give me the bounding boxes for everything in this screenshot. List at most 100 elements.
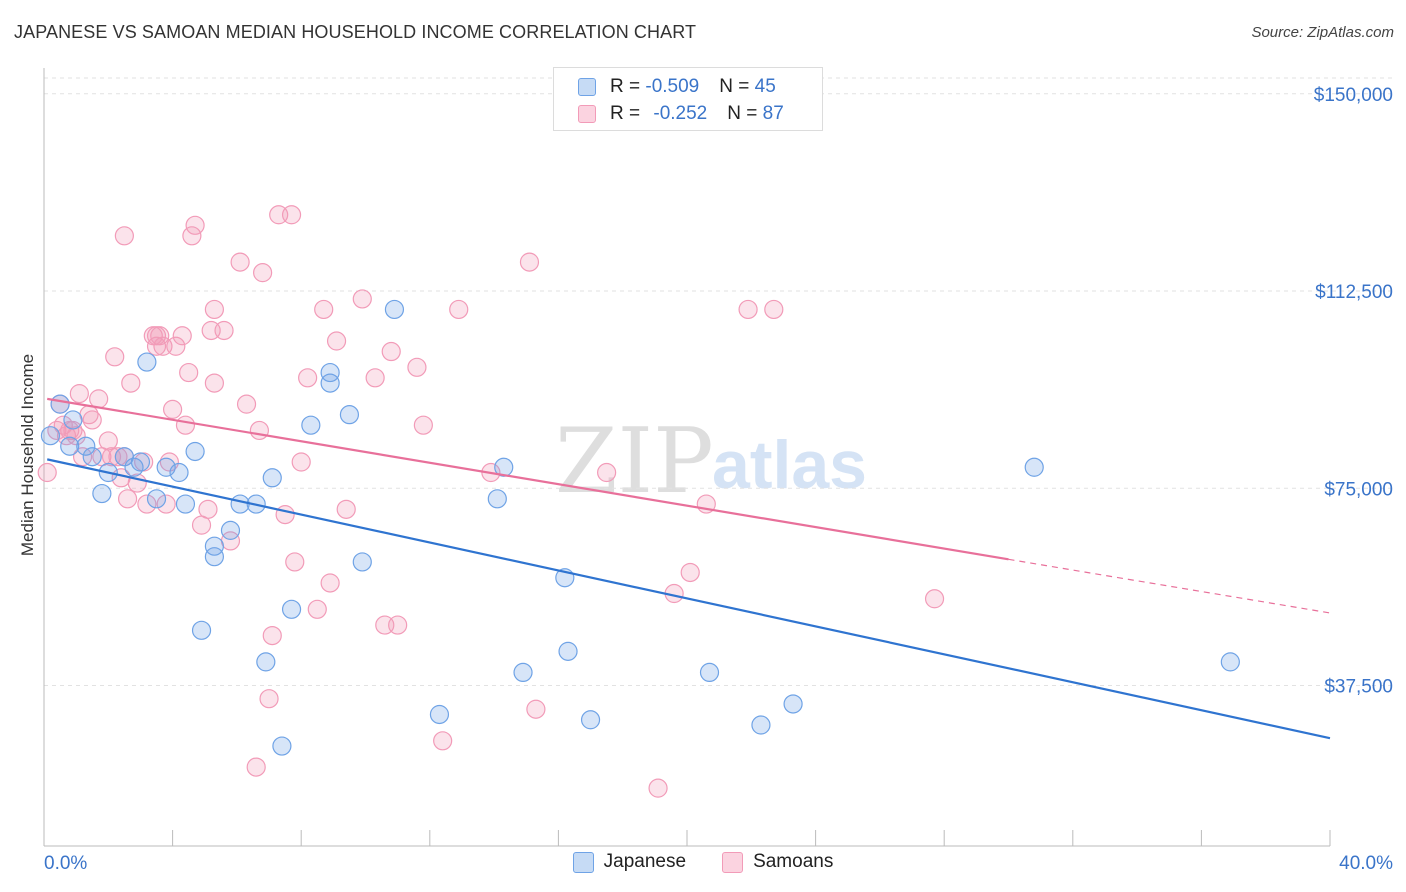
japanese-point — [175, 494, 196, 514]
japanese-point — [320, 373, 340, 393]
samoans-point — [204, 299, 224, 320]
japanese-point — [352, 552, 372, 572]
japanese-point — [63, 410, 83, 430]
samoans-point — [388, 615, 408, 635]
x-tick-label-max: 40.0% — [1339, 853, 1393, 874]
japanese-point — [204, 547, 224, 567]
japanese-point — [580, 710, 601, 730]
japanese-point — [130, 452, 151, 472]
samoans-point — [108, 447, 128, 467]
samoans-point — [253, 263, 273, 283]
samoans-trend-extension — [1008, 558, 1331, 614]
japanese-point — [256, 652, 276, 672]
samoans-point — [89, 389, 109, 409]
japanese-point — [220, 520, 241, 540]
legend-samoans-r-value: -0.252 — [653, 103, 708, 124]
samoans-point — [230, 252, 250, 272]
samoans-point — [519, 252, 540, 272]
correlation-legend: R = -0.509 N = 45 R = -0.252 N = 87 — [553, 67, 823, 131]
y-tick-label: $112,500 — [1315, 282, 1393, 303]
japanese-point — [272, 736, 292, 756]
samoans-point — [198, 499, 218, 519]
japanese-points — [40, 299, 1240, 756]
samoans-point — [259, 689, 279, 709]
legend-samoans-n-label: N = — [727, 103, 763, 124]
japanese-point — [429, 704, 450, 725]
samoans-point — [285, 552, 305, 572]
samoans-point — [114, 226, 134, 246]
japanese-point — [751, 715, 771, 735]
series-legend: Japanese Samoans — [0, 851, 1406, 873]
samoans-point — [291, 452, 311, 472]
samoans-point — [526, 699, 546, 719]
source-label: Source: ZipAtlas.com — [1251, 24, 1394, 41]
samoans-point — [82, 410, 102, 430]
japanese-point — [40, 426, 61, 446]
samoans-point — [163, 399, 183, 419]
japanese-trend-line — [46, 458, 1331, 740]
japanese-point — [301, 415, 321, 435]
samoans-point — [214, 320, 234, 341]
japanese-point — [76, 436, 96, 456]
trend-lines — [46, 397, 1331, 740]
samoans-point — [738, 299, 758, 320]
samoans-legend-icon — [722, 851, 744, 873]
legend-samoans-n-value: 87 — [762, 103, 784, 124]
y-tick-label: $150,000 — [1314, 85, 1393, 106]
japanese-point — [1024, 457, 1044, 477]
japanese-point — [50, 394, 70, 414]
samoans-point — [175, 415, 196, 435]
samoans-points — [37, 205, 945, 798]
japanese-swatch-icon — [578, 78, 596, 96]
japanese-point — [281, 599, 302, 619]
samoans-point — [137, 494, 157, 514]
japanese-point — [487, 489, 507, 509]
samoans-point — [407, 357, 427, 377]
japanese-point — [1220, 652, 1240, 672]
japanese-point — [230, 494, 250, 514]
legend-item-samoans: Samoans — [722, 851, 833, 873]
samoans-point — [433, 731, 453, 751]
x-tick-label-min: 0.0% — [44, 853, 87, 874]
samoans-point — [381, 341, 401, 362]
legend-japanese-label: Japanese — [603, 851, 687, 872]
samoans-point — [352, 289, 372, 309]
japanese-point — [92, 483, 112, 504]
japanese-point — [699, 662, 720, 683]
samoans-point — [105, 347, 125, 367]
japanese-point — [204, 536, 224, 556]
samoans-point — [597, 462, 617, 483]
samoans-point — [121, 373, 141, 393]
japanese-point — [384, 299, 405, 320]
chart-title: JAPANESE VS SAMOAN MEDIAN HOUSEHOLD INCO… — [14, 22, 697, 42]
samoans-point — [246, 757, 266, 777]
legend-japanese-n-value: 45 — [754, 76, 776, 97]
samoans-point — [37, 462, 57, 483]
samoans-point — [298, 368, 318, 388]
legend-row-samoans: R = -0.252 N = 87 — [578, 100, 784, 128]
samoans-point — [66, 426, 86, 446]
japanese-point — [146, 489, 167, 509]
legend-item-japanese: Japanese — [572, 851, 687, 873]
samoans-point — [307, 599, 327, 619]
samoans-point — [117, 489, 138, 509]
samoans-point — [314, 299, 334, 320]
samoans-point — [204, 373, 224, 393]
samoans-point — [275, 505, 295, 525]
samoans-point — [146, 336, 167, 356]
samoans-point — [680, 562, 700, 583]
gridlines — [44, 77, 1395, 687]
samoans-trend-line — [47, 397, 1009, 561]
samoans-point — [63, 420, 83, 441]
samoans-point — [924, 589, 945, 609]
samoans-point — [69, 384, 89, 404]
samoans-point — [182, 226, 202, 246]
japanese-point — [262, 468, 282, 488]
samoans-point — [179, 362, 199, 383]
samoans-point — [53, 415, 73, 435]
samoans-point — [98, 431, 118, 451]
samoans-point — [326, 331, 347, 351]
samoans-point — [150, 326, 170, 346]
japanese-point — [339, 405, 360, 425]
y-tick-label: $75,000 — [1324, 479, 1393, 500]
